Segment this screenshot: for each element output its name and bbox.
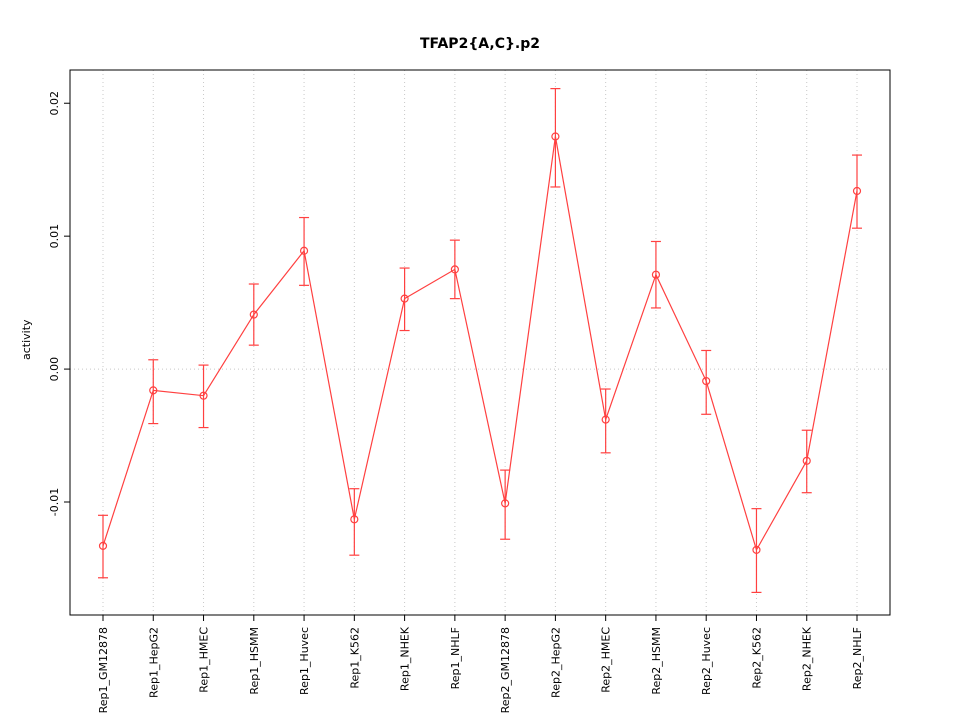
data-point <box>249 310 258 319</box>
x-tick-label: Rep2_GM12878 <box>499 627 512 713</box>
data-point <box>601 415 610 424</box>
x-tick-label: Rep2_NHLF <box>851 627 864 689</box>
data-point <box>199 391 208 400</box>
data-point <box>852 186 862 196</box>
chart-title: TFAP2{A,C}.p2 <box>419 36 541 52</box>
x-tick-label: Rep1_HSMM <box>248 627 261 695</box>
data-point <box>149 386 158 395</box>
data-point <box>299 246 309 255</box>
data-point <box>400 294 409 303</box>
x-tick-label: Rep1_GM12878 <box>97 627 110 713</box>
data-line <box>102 136 858 552</box>
x-tick-label: Rep1_Huvec <box>298 627 311 695</box>
plot-border <box>69 69 891 616</box>
y-tick-label: 0.00 <box>48 357 61 382</box>
data-point <box>450 265 459 274</box>
y-tick-label: 0.01 <box>48 224 61 249</box>
y-tick-label: -0.01 <box>48 488 61 516</box>
x-tick-label: Rep1_NHLF <box>449 627 462 689</box>
data-point <box>501 499 510 508</box>
data-point <box>702 376 711 386</box>
x-tick-label: Rep1_K562 <box>348 627 361 689</box>
x-tick-label: Rep1_HepG2 <box>147 627 160 698</box>
x-tick-label: Rep2_HMEC <box>600 627 613 693</box>
data-point <box>802 456 811 465</box>
x-tick-label: Rep2_HepG2 <box>549 627 562 698</box>
x-tick-label: Rep2_K562 <box>750 627 763 689</box>
data-point <box>551 132 560 141</box>
x-tick-label: Rep1_HMEC <box>198 627 211 693</box>
x-tick-label: Rep2_NHEK <box>801 626 814 691</box>
data-point <box>752 545 761 554</box>
y-tick-label: 0.02 <box>48 91 61 116</box>
data-point <box>98 541 108 550</box>
x-tick-label: Rep2_Huvec <box>700 627 713 695</box>
data-point <box>651 270 661 279</box>
x-tick-label: Rep1_NHEK <box>399 626 412 691</box>
data-point <box>350 515 359 524</box>
x-tick-label: Rep2_HSMM <box>650 627 663 695</box>
